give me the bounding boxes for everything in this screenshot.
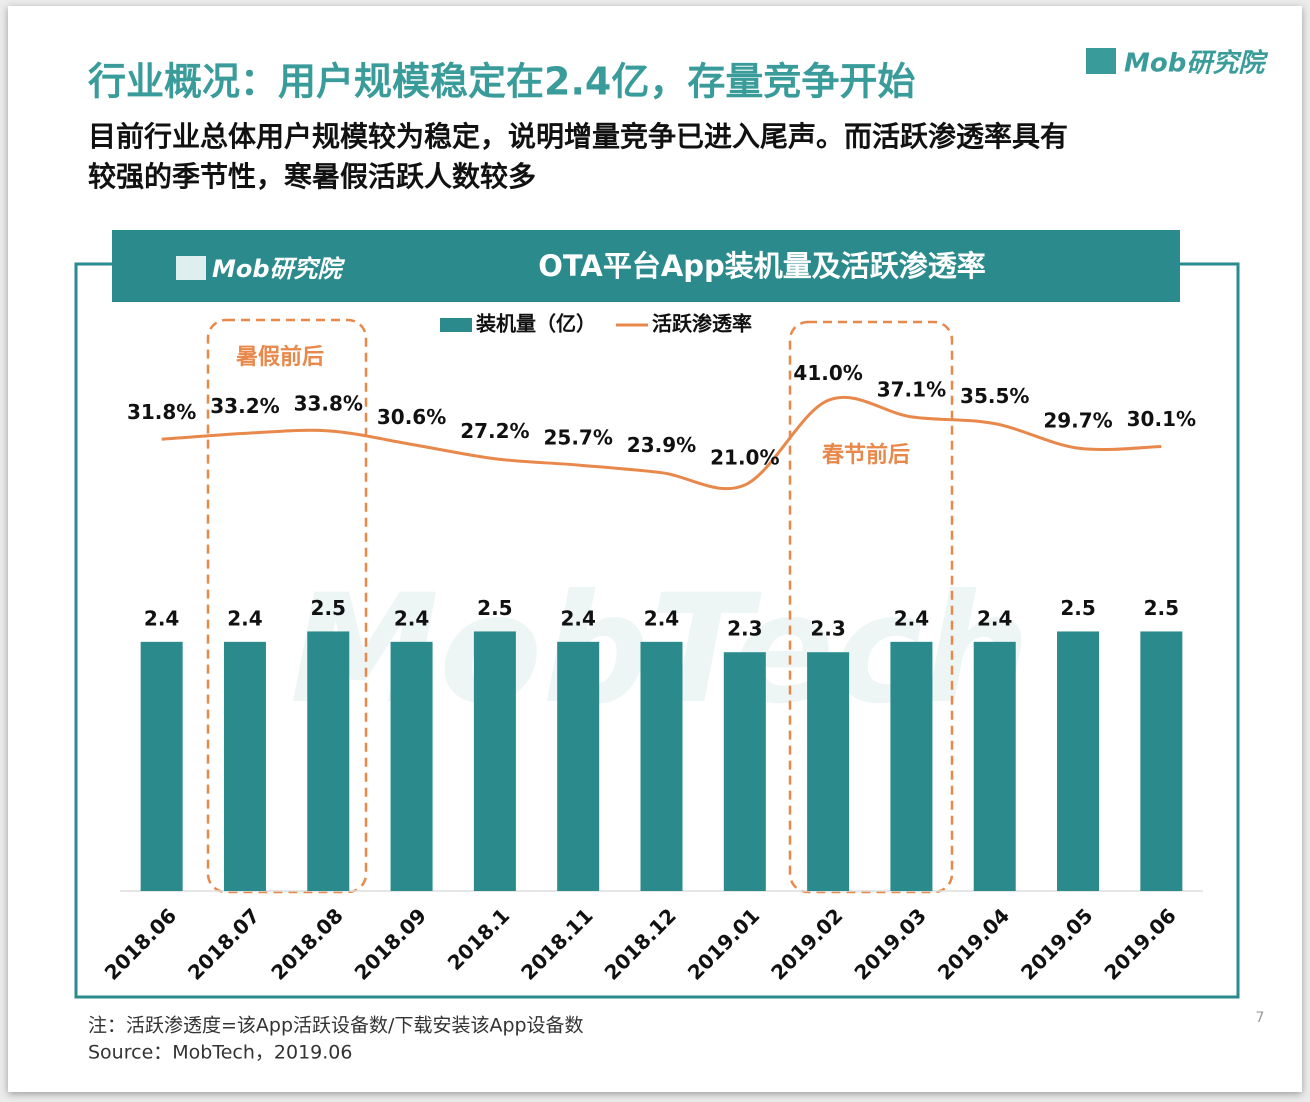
bar-value-label: 2.5 — [1144, 596, 1179, 620]
bar — [557, 641, 600, 891]
chart-header-band — [112, 230, 1180, 302]
chart-title: OTA平台App装机量及活跃渗透率 — [538, 249, 986, 283]
bar-value-label: 2.5 — [311, 596, 346, 620]
slide-background — [8, 6, 1302, 1092]
bar-value-label: 2.4 — [144, 606, 179, 630]
bar — [390, 641, 433, 891]
bar — [1140, 631, 1183, 891]
bar — [307, 631, 350, 891]
bar-value-label: 2.4 — [227, 606, 262, 630]
bar — [723, 652, 766, 891]
bar — [473, 631, 516, 891]
logo-icon — [1086, 48, 1116, 74]
annotation: 暑假前后 — [236, 344, 324, 370]
line-value-label: 30.6% — [377, 405, 446, 429]
bar — [223, 641, 266, 891]
line — [161, 395, 1162, 491]
line-value-label: 30.1% — [1127, 407, 1196, 431]
bar — [973, 641, 1016, 891]
bar-value-label: 2.4 — [394, 606, 429, 630]
logo: Mob研究院 — [1124, 49, 1268, 79]
line-value-label: 27.2% — [460, 419, 529, 443]
source: Source：MobTech，2019.06 — [88, 1042, 352, 1064]
bar — [640, 641, 683, 891]
line-value-label: 29.7% — [1043, 409, 1112, 433]
chart-logo: Mob研究院 — [212, 255, 346, 283]
subtitle-line: 目前行业总体用户规模较为稳定，说明增量竞争已进入尾声。而活跃渗透率具有 — [88, 120, 1068, 153]
highlight-box — [206, 318, 368, 894]
bar-value-label: 2.3 — [727, 617, 762, 641]
line-value-label: 25.7% — [543, 426, 612, 450]
bar-value-label: 2.5 — [477, 596, 512, 620]
line-value-label: 33.2% — [210, 394, 279, 418]
bar-value-label: 2.5 — [1060, 596, 1095, 620]
line-value-label: 31.8% — [127, 400, 196, 424]
annotation: 春节前后 — [822, 442, 910, 468]
bar-value-label: 2.4 — [644, 606, 679, 630]
line-value-label: 21.0% — [710, 445, 779, 469]
bar — [807, 652, 850, 891]
page-number: 7 — [1256, 1010, 1265, 1026]
note: 注：活跃渗透度=该App活跃设备数/下载安装该App设备数 — [88, 1015, 584, 1037]
bar-value-label: 2.4 — [894, 606, 929, 630]
bar-value-label: 2.4 — [560, 606, 595, 630]
subtitle-line: 较强的季节性，寒暑假活跃人数较多 — [88, 160, 536, 193]
bar-value-label: 2.3 — [810, 617, 845, 641]
line-value-label: 23.9% — [627, 433, 696, 457]
legend-label: 活跃渗透率 — [652, 312, 752, 336]
line-value-label: 35.5% — [960, 384, 1029, 408]
line-value-label: 41.0% — [793, 361, 862, 385]
bar — [1057, 631, 1100, 891]
page-title: 行业概况：用户规模稳定在2.4亿，存量竞争开始 — [88, 60, 915, 104]
legend-label: 装机量（亿） — [475, 312, 596, 336]
bar — [140, 641, 183, 891]
chart-logo-icon — [176, 256, 206, 280]
line-value-label: 37.1% — [877, 377, 946, 401]
bar-value-label: 2.4 — [977, 606, 1012, 630]
line-value-label: 33.8% — [294, 391, 363, 415]
legend-swatch — [440, 318, 472, 332]
bar — [890, 641, 933, 891]
highlight-box — [788, 320, 954, 894]
